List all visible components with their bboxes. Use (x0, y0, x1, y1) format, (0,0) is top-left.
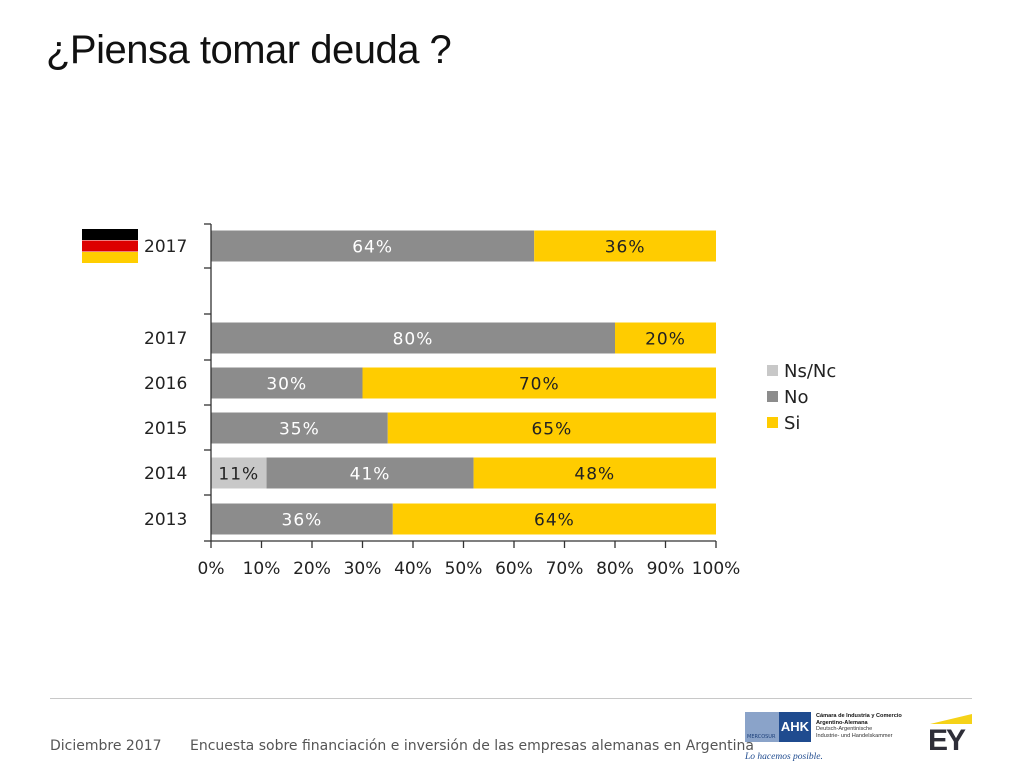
bar-si (392, 503, 716, 535)
x-tick-label: 20% (293, 559, 331, 579)
ey-beam-icon (930, 714, 972, 724)
legend-swatch (767, 391, 778, 402)
ahk-wordmark: AHK (779, 712, 811, 742)
page-title: ¿Piensa tomar deuda ? (46, 28, 452, 72)
data-label: 65% (531, 420, 572, 440)
category-label: 2017 (144, 329, 187, 349)
data-label: 64% (352, 238, 393, 258)
legend-swatch (767, 365, 778, 376)
x-tick-label: 90% (647, 559, 685, 579)
bar-si (362, 367, 716, 399)
data-label: 36% (282, 511, 323, 531)
data-label: 70% (519, 375, 560, 395)
bar-no (211, 503, 393, 535)
ey-logo: EY (928, 708, 974, 760)
ahk-chamber-names: Cámara de Industria y Comercio Argentino… (816, 713, 916, 739)
bar-si (387, 412, 716, 444)
x-tick-label: 30% (344, 559, 382, 579)
legend-label: No (784, 387, 808, 408)
germany-flag-icon (82, 240, 138, 252)
germany-flag-icon (82, 229, 138, 240)
category-label: 2015 (144, 419, 187, 439)
data-label: 30% (266, 375, 307, 395)
ey-wordmark: EY (928, 724, 966, 757)
footer-description: Encuesta sobre financiación e inversión … (190, 738, 755, 754)
footer-divider (50, 698, 972, 699)
legend-label: Si (784, 413, 800, 434)
x-tick-label: 0% (198, 559, 225, 579)
x-tick-label: 100% (692, 559, 741, 579)
ahk-logo: MERCOSUR AHK Cámara de Industria y Comer… (745, 710, 925, 766)
data-label: 64% (534, 511, 575, 531)
bar-si (534, 230, 716, 262)
ahk-line-4: Industrie- und Handelskammer (816, 732, 893, 739)
stacked-bar-chart: 64% 36% 2017 80% 20% 2017 30% 70% 2016 35% 65% 2015… (82, 223, 836, 579)
data-label: 36% (605, 238, 646, 258)
x-tick-label: 80% (596, 559, 634, 579)
mercosur-label: MERCOSUR (747, 734, 776, 740)
x-tick-label: 70% (546, 559, 584, 579)
data-label: 11% (218, 465, 259, 485)
ahk-line-1: Cámara de Industria y Comercio (816, 713, 902, 719)
bar-no (211, 230, 535, 262)
bar-no (211, 322, 615, 354)
mercosur-emblem-icon (745, 712, 779, 742)
bar-ns-nc (211, 457, 267, 489)
x-tick-label: 60% (495, 559, 533, 579)
x-tick-label: 50% (445, 559, 483, 579)
data-label: 80% (393, 330, 434, 350)
category-label: 2014 (144, 464, 187, 484)
legend-swatch (767, 417, 778, 428)
footer-date: Diciembre 2017 (50, 738, 162, 754)
ahk-line-2: Argentino-Alemana (816, 719, 868, 726)
data-label: 35% (279, 420, 320, 440)
bar-si (473, 457, 716, 489)
x-tick-label: 10% (243, 559, 281, 579)
bar-no (211, 412, 388, 444)
category-label: 2013 (144, 510, 187, 530)
germany-flag-icon (82, 252, 138, 263)
x-tick-label: 40% (394, 559, 432, 579)
bar-si (615, 322, 716, 354)
data-label: 48% (574, 465, 615, 485)
bar-no (266, 457, 474, 489)
bar-no (211, 367, 363, 399)
ahk-slogan: Lo hacemos posible. (745, 752, 823, 762)
legend-label: Ns/Nc (784, 361, 836, 382)
data-label: 41% (350, 465, 391, 485)
data-label: 20% (645, 330, 686, 350)
category-label: 2016 (144, 374, 187, 394)
ahk-line-3: Deutsch-Argentinische (816, 726, 873, 733)
category-label: 2017 (144, 237, 187, 257)
